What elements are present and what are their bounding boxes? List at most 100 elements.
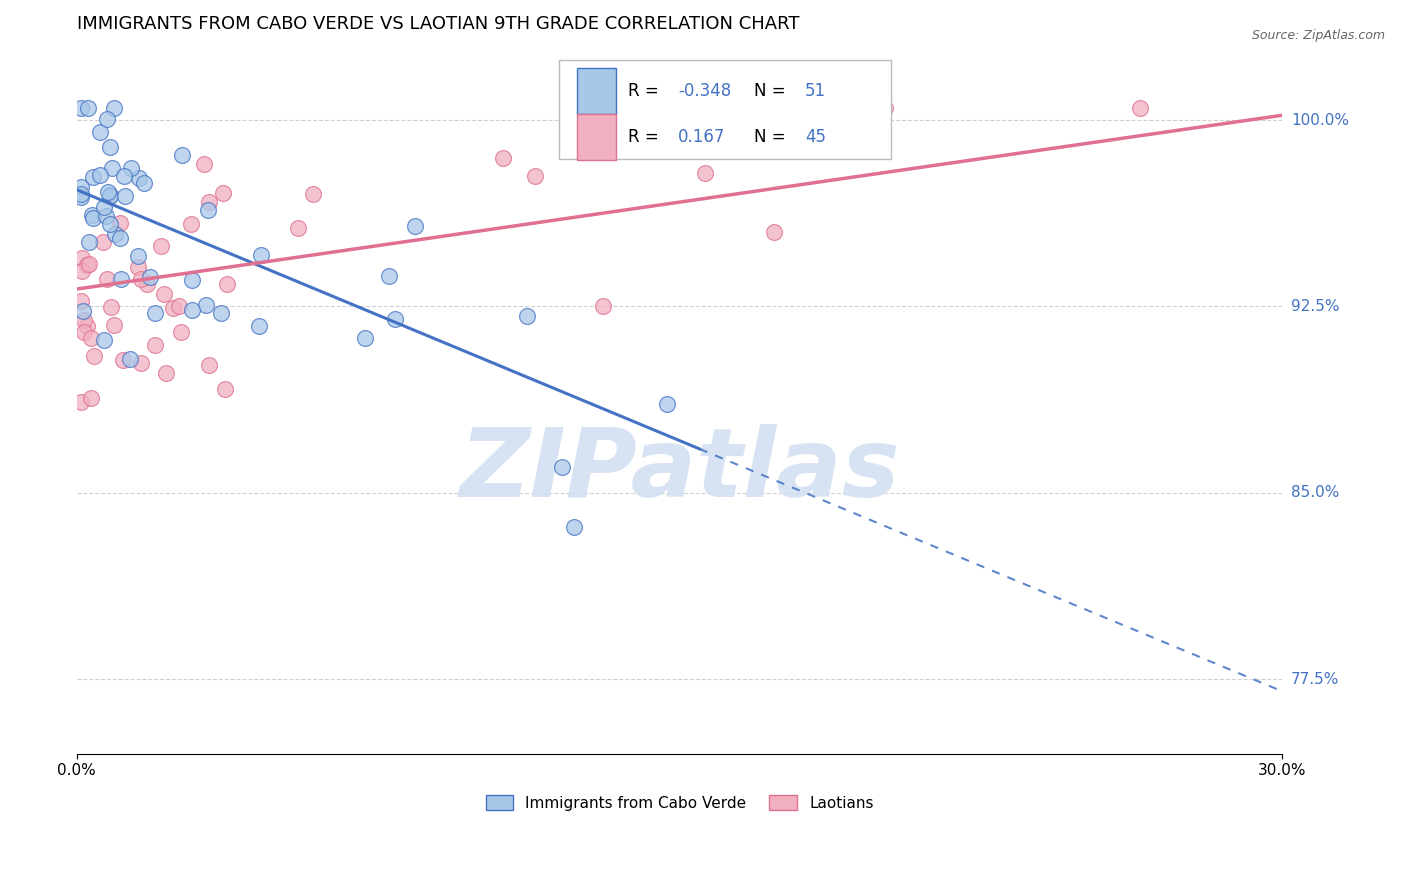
Text: Source: ZipAtlas.com: Source: ZipAtlas.com: [1251, 29, 1385, 42]
Point: [128, 171, 150, 186]
Text: IMMIGRANTS FROM CABO VERDE VS LAOTIAN 9TH GRADE CORRELATION CHART: IMMIGRANTS FROM CABO VERDE VS LAOTIAN 9T…: [76, 15, 799, 33]
Point: [80, 392, 103, 406]
Point: [129, 272, 152, 286]
Point: [104, 227, 127, 241]
Point: [110, 272, 132, 286]
Point: [93, 334, 115, 348]
FancyBboxPatch shape: [576, 114, 616, 160]
Point: [197, 202, 219, 217]
Point: [98, 140, 121, 154]
Point: [93, 201, 115, 215]
Point: [762, 225, 785, 239]
Point: [73, 325, 96, 339]
Point: [193, 157, 215, 171]
Point: [181, 273, 204, 287]
Point: [249, 247, 271, 261]
Point: [162, 301, 184, 315]
Point: [172, 148, 194, 162]
Text: 77.5%: 77.5%: [1291, 672, 1339, 687]
Text: 100.0%: 100.0%: [1291, 112, 1348, 128]
Point: [72, 304, 94, 318]
Text: 0.167: 0.167: [678, 128, 725, 146]
Text: 92.5%: 92.5%: [1291, 299, 1340, 314]
Point: [108, 216, 131, 230]
Point: [129, 356, 152, 370]
Point: [155, 366, 177, 380]
Point: [138, 270, 160, 285]
Point: [198, 359, 221, 373]
Point: [127, 260, 149, 275]
Point: [404, 219, 426, 233]
Text: N =: N =: [754, 82, 792, 100]
Point: [562, 520, 585, 534]
Point: [79, 257, 101, 271]
Point: [69, 190, 91, 204]
Point: [69, 293, 91, 308]
Point: [118, 352, 141, 367]
Legend: Immigrants from Cabo Verde, Laotians: Immigrants from Cabo Verde, Laotians: [479, 789, 880, 817]
Point: [96, 112, 118, 126]
Point: [73, 313, 96, 327]
Point: [103, 101, 125, 115]
Point: [180, 217, 202, 231]
Point: [1129, 101, 1152, 115]
Point: [69, 186, 91, 201]
Text: ZIPatlas: ZIPatlas: [460, 424, 900, 516]
Point: [114, 189, 136, 203]
Text: 45: 45: [806, 128, 825, 146]
Point: [592, 299, 614, 313]
Text: R =: R =: [627, 128, 664, 146]
Point: [94, 209, 117, 223]
Text: 85.0%: 85.0%: [1291, 485, 1339, 500]
Point: [80, 208, 103, 222]
Point: [103, 318, 125, 333]
Point: [384, 311, 406, 326]
Point: [181, 303, 204, 318]
Point: [96, 272, 118, 286]
Point: [875, 101, 897, 115]
Point: [127, 249, 149, 263]
Point: [101, 161, 124, 175]
Point: [492, 152, 515, 166]
Point: [695, 166, 717, 180]
Point: [149, 239, 172, 253]
Point: [112, 352, 135, 367]
Point: [91, 235, 114, 249]
Point: [98, 187, 121, 202]
Point: [82, 211, 104, 226]
Point: [77, 101, 100, 115]
Point: [209, 306, 232, 320]
Point: [98, 189, 121, 203]
Text: N =: N =: [754, 128, 792, 146]
Point: [198, 195, 221, 210]
Point: [112, 169, 135, 183]
Point: [82, 170, 104, 185]
Point: [89, 125, 111, 139]
Text: -0.348: -0.348: [678, 82, 731, 100]
Point: [214, 382, 236, 396]
Point: [170, 325, 193, 339]
Point: [523, 169, 546, 183]
Point: [136, 277, 159, 291]
Point: [76, 258, 98, 272]
Point: [69, 395, 91, 409]
Point: [655, 397, 678, 411]
FancyBboxPatch shape: [560, 60, 890, 159]
Point: [132, 177, 155, 191]
Point: [70, 251, 93, 265]
Point: [89, 168, 111, 182]
Point: [69, 180, 91, 194]
Point: [354, 331, 377, 345]
Point: [72, 263, 94, 277]
Point: [215, 277, 238, 292]
Point: [120, 161, 142, 176]
Point: [76, 318, 98, 333]
Point: [69, 101, 91, 115]
Point: [551, 460, 574, 475]
Point: [77, 235, 100, 249]
Point: [98, 217, 121, 231]
Point: [108, 231, 131, 245]
Point: [143, 306, 166, 320]
FancyBboxPatch shape: [576, 68, 616, 114]
Text: 51: 51: [806, 82, 827, 100]
